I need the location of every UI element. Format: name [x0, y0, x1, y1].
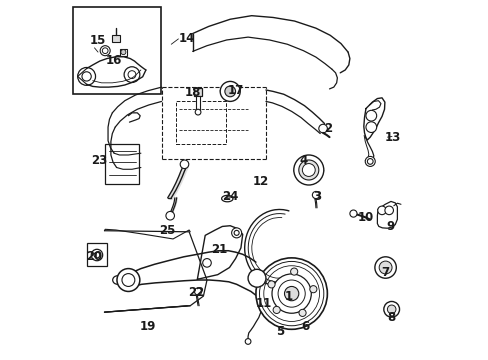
Circle shape [180, 160, 188, 168]
Circle shape [293, 155, 323, 185]
Circle shape [386, 305, 395, 314]
Circle shape [384, 206, 393, 215]
Text: 23: 23 [90, 154, 107, 167]
Text: 20: 20 [86, 250, 102, 263]
Text: 2: 2 [324, 122, 332, 135]
Circle shape [195, 109, 201, 115]
Circle shape [267, 281, 275, 288]
Circle shape [365, 111, 376, 121]
Text: 6: 6 [301, 320, 309, 333]
Bar [111, 35, 120, 42]
Bar [87, 243, 107, 266]
Circle shape [378, 261, 391, 274]
Circle shape [302, 163, 315, 176]
Bar [196, 96, 200, 111]
Text: 22: 22 [188, 286, 204, 299]
Circle shape [284, 287, 298, 301]
Circle shape [244, 339, 250, 344]
Circle shape [298, 309, 305, 316]
Circle shape [194, 288, 201, 295]
Circle shape [365, 157, 374, 166]
Circle shape [231, 228, 241, 238]
Circle shape [220, 81, 240, 102]
Circle shape [203, 258, 211, 267]
Text: 8: 8 [386, 311, 394, 324]
Text: 11: 11 [255, 297, 271, 310]
Circle shape [349, 210, 356, 217]
Bar [105, 144, 139, 184]
Circle shape [383, 301, 399, 317]
Circle shape [318, 124, 326, 133]
Circle shape [247, 269, 265, 287]
Circle shape [100, 46, 110, 56]
Text: 12: 12 [252, 175, 268, 188]
Text: 25: 25 [159, 224, 175, 237]
Text: 17: 17 [227, 84, 243, 97]
Circle shape [309, 285, 316, 293]
Circle shape [377, 206, 386, 215]
Circle shape [290, 268, 297, 275]
Circle shape [165, 211, 174, 220]
Circle shape [117, 269, 140, 292]
Bar [120, 49, 126, 56]
Text: 7: 7 [381, 266, 389, 279]
Circle shape [271, 274, 311, 313]
Bar [193, 88, 202, 96]
Circle shape [91, 249, 102, 261]
Text: 1: 1 [285, 289, 293, 303]
Text: 15: 15 [90, 34, 106, 47]
Text: 3: 3 [313, 190, 321, 203]
Text: 14: 14 [178, 32, 194, 45]
Circle shape [365, 122, 376, 132]
Circle shape [255, 258, 326, 329]
Text: 21: 21 [211, 243, 227, 256]
Bar [73, 7, 160, 94]
Text: 9: 9 [386, 220, 394, 233]
Text: 4: 4 [299, 154, 307, 167]
Text: 19: 19 [140, 320, 156, 333]
Circle shape [224, 86, 235, 97]
Text: 24: 24 [222, 190, 238, 203]
Text: 5: 5 [276, 325, 284, 338]
Text: 18: 18 [184, 86, 201, 99]
Circle shape [121, 50, 125, 55]
Circle shape [273, 306, 280, 314]
Text: 13: 13 [384, 131, 400, 144]
Text: 10: 10 [357, 211, 373, 224]
Circle shape [312, 192, 319, 199]
Circle shape [298, 160, 318, 180]
Text: 16: 16 [106, 54, 122, 67]
Circle shape [374, 257, 395, 278]
